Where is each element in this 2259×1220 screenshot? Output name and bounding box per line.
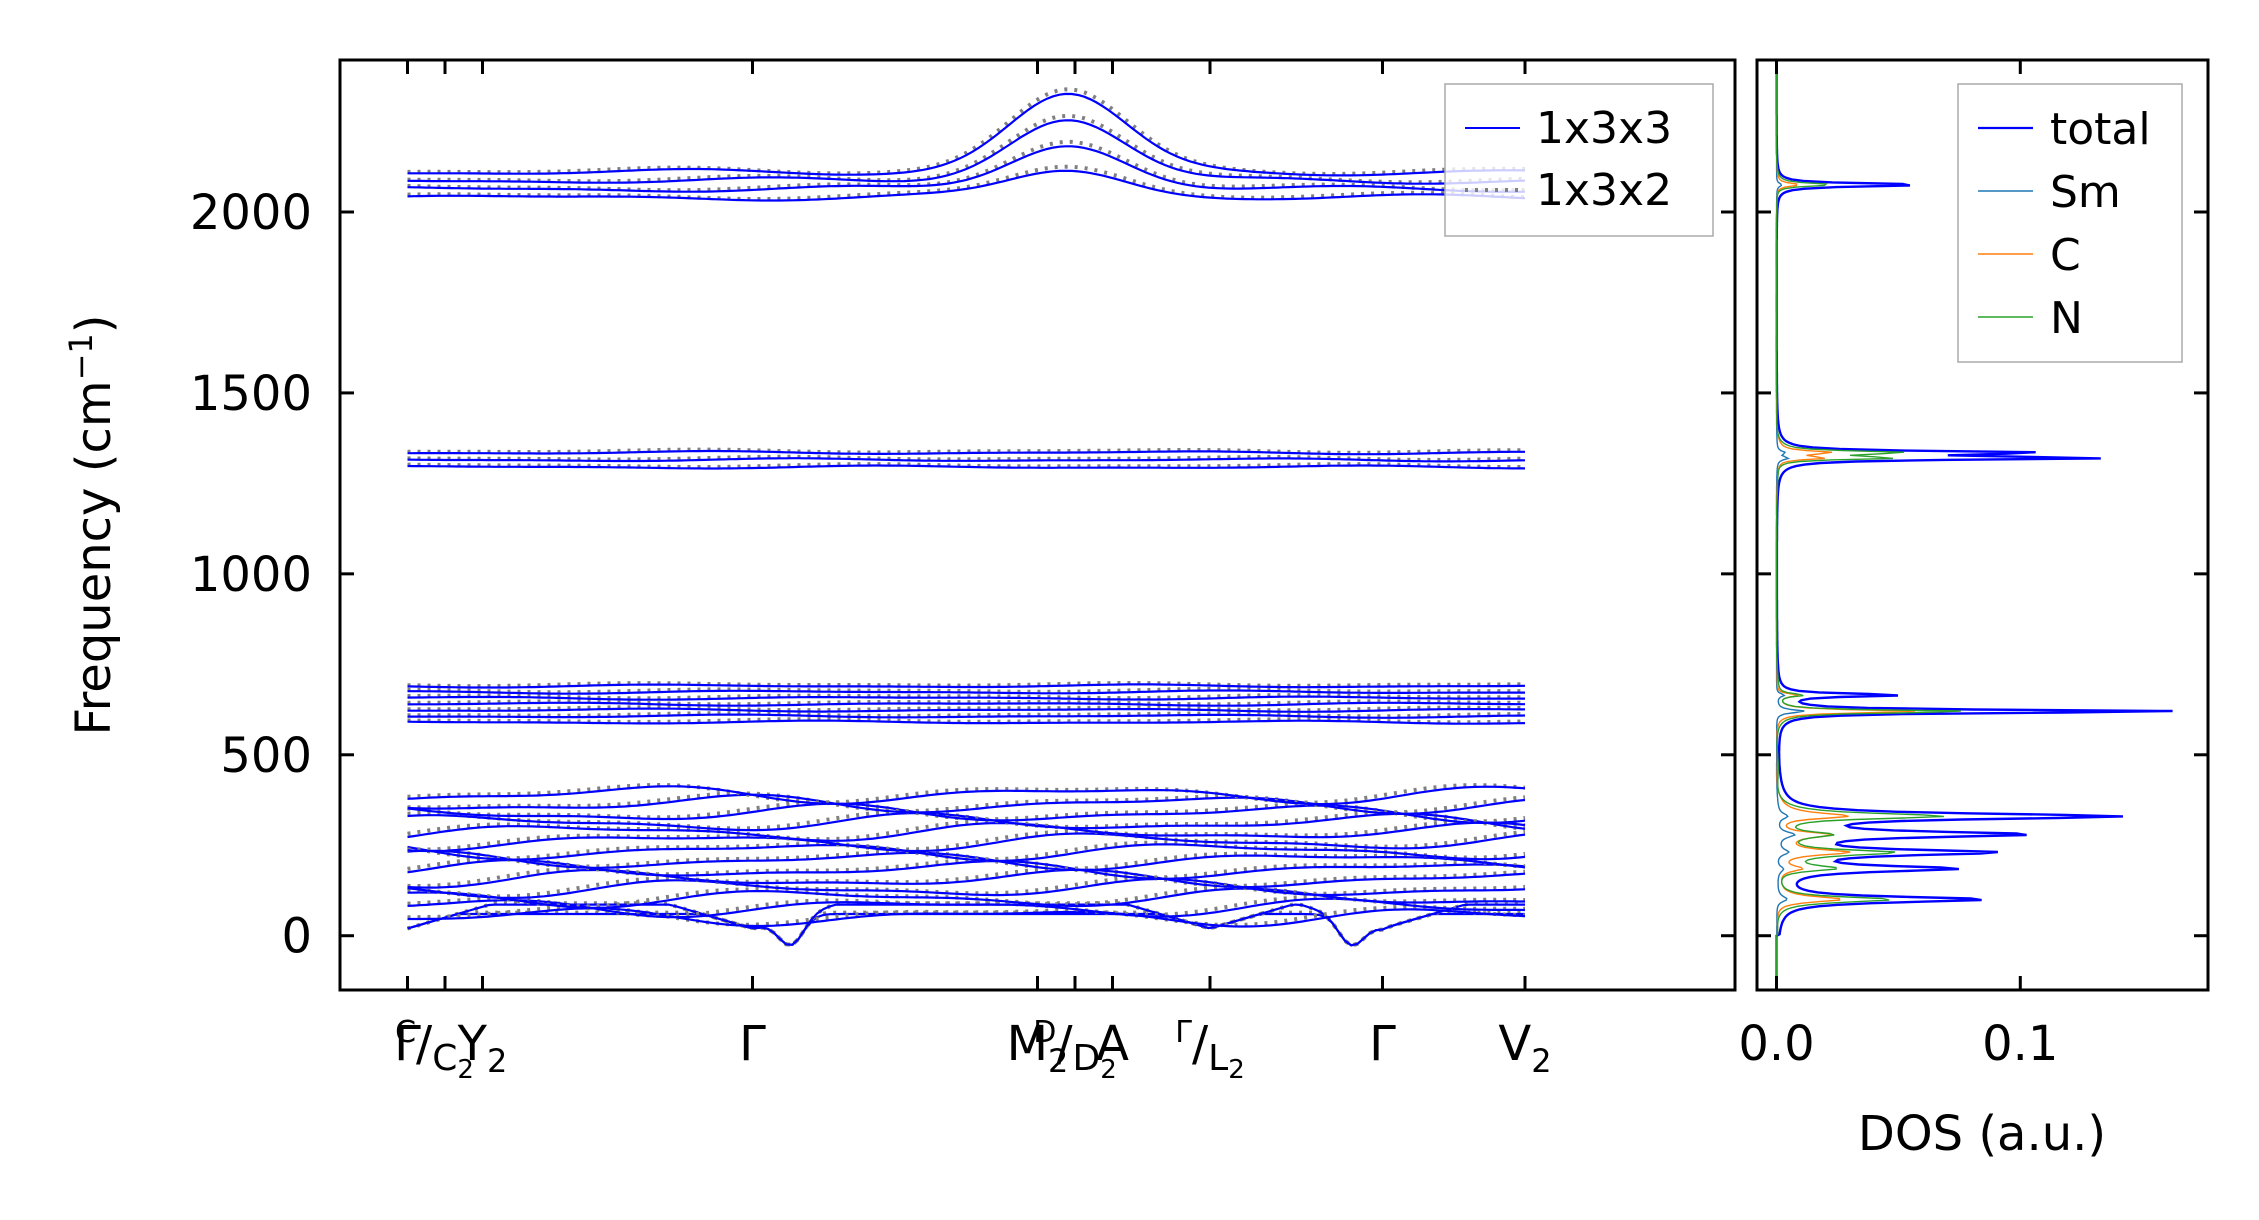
dos-line-N — [1775, 60, 1961, 990]
band-line-1x3x3 — [407, 119, 1526, 185]
band-line-1x3x2 — [407, 699, 1525, 707]
band-line-1x3x3 — [407, 713, 1526, 719]
dos-x-axis-title: DOS (a.u.) — [1858, 1106, 2106, 1162]
x-tick-label: Γ — [1369, 1016, 1396, 1072]
band-line-1x3x3 — [407, 868, 1526, 889]
dos-legend-box — [1957, 83, 2183, 363]
band-line-1x3x3 — [407, 785, 1526, 806]
band-line-1x3x3 — [407, 689, 1525, 695]
x-tick-label: A — [1096, 1016, 1129, 1072]
dos-panel: 0.0 0.1 DOS (a.u.) total Sm CN — [1738, 58, 2210, 1162]
band-line-1x3x3 — [407, 849, 1526, 872]
band-line-1x3x3 — [407, 464, 1525, 470]
band-line-1x3x2 — [407, 866, 1526, 888]
band-line-1x3x3 — [407, 832, 1526, 853]
band-y-axis: 0 500 1000 1500 2000 — [190, 185, 1735, 965]
band-line-1x3x3 — [407, 843, 1526, 862]
band-line-1x3x3 — [407, 145, 1526, 193]
dos-x-tick-label: 0.0 — [1738, 1016, 1814, 1072]
legend-label-1x3x3: 1x3x3 — [1536, 103, 1672, 154]
dos-plot-frame — [1755, 58, 2210, 992]
dos-axes: 0.0 0.1 — [1738, 60, 2208, 1072]
band-line-1x3x3 — [407, 821, 1526, 842]
band-legend: 1x3x3 1x3x2 — [1444, 83, 1714, 237]
dos-legend-label-N: N — [2050, 293, 2083, 344]
band-line-1x3x2 — [407, 705, 1526, 713]
x-tick-label: M2 — [1007, 1016, 1069, 1080]
band-line-1x3x3 — [407, 858, 1526, 880]
dos-lines — [1775, 60, 2173, 990]
band-line-1x3x2 — [407, 829, 1526, 852]
band-line-1x3x3 — [407, 719, 1526, 725]
y-tick-label: 2000 — [190, 185, 312, 241]
x-tick-label: Γ — [739, 1016, 766, 1072]
band-line-1x3x3 — [407, 169, 1526, 202]
band-line-1x3x2 — [407, 791, 1526, 815]
dos-legend-label-C: C — [2050, 230, 2081, 281]
band-line-1x3x3 — [407, 793, 1526, 815]
y-tick-label: 1500 — [190, 366, 312, 422]
band-line-1x3x3 — [407, 877, 1526, 899]
x-tick-label: Γ — [394, 1016, 421, 1072]
dos-line-C — [1775, 60, 1916, 990]
band-line-1x3x2 — [407, 819, 1526, 842]
band-legend-box — [1444, 83, 1714, 237]
band-line-1x3x2 — [407, 462, 1525, 469]
dos-x-tick-label: 0.1 — [1982, 1016, 2058, 1072]
dos-legend: total Sm CN — [1957, 83, 2183, 363]
band-line-1x3x2 — [407, 693, 1525, 701]
dos-line-Sm — [1775, 60, 1805, 990]
band-line-1x3x2 — [406, 910, 1525, 948]
band-line-1x3x2 — [407, 447, 1525, 455]
x-tick-label: C/C2 — [395, 1015, 474, 1085]
band-line-1x3x3 — [407, 912, 1525, 947]
band-line-1x3x3 — [407, 707, 1525, 713]
band-line-1x3x3 — [407, 683, 1526, 689]
legend-label-1x3x2: 1x3x2 — [1536, 165, 1672, 216]
x-tick-label: D/D2 — [1033, 1015, 1117, 1085]
band-line-1x3x2 — [407, 717, 1526, 725]
band-line-1x3x2 — [407, 895, 1526, 918]
y-tick-label: 0 — [281, 909, 312, 965]
band-line-1x3x3 — [407, 802, 1526, 824]
dos-legend-label-total: total — [2050, 104, 2151, 155]
band-lines — [406, 87, 1526, 948]
y-axis-title: Frequency (cm−1) — [62, 314, 122, 735]
band-line-1x3x2 — [407, 87, 1526, 176]
band-line-1x3x2 — [407, 875, 1526, 899]
dos-legend-label-Sm: Sm — [2050, 167, 2121, 218]
band-line-1x3x3 — [407, 457, 1526, 463]
x-tick-label: Γ/L2 — [1175, 1015, 1245, 1085]
y-tick-label: 1000 — [190, 547, 312, 603]
band-line-1x3x2 — [407, 687, 1525, 695]
band-line-1x3x3 — [407, 695, 1525, 701]
band-line-1x3x2 — [407, 783, 1526, 805]
band-line-1x3x3 — [407, 449, 1525, 456]
x-tick-label: Y2 — [457, 1016, 508, 1080]
band-line-1x3x2 — [407, 711, 1525, 719]
y-tick-label: 500 — [220, 728, 312, 784]
band-line-1x3x3 — [407, 701, 1525, 707]
x-tick-label: V2 — [1498, 1016, 1551, 1080]
band-line-1x3x2 — [407, 681, 1526, 689]
band-line-1x3x3 — [407, 92, 1526, 177]
band-line-1x3x2 — [407, 904, 1526, 927]
band-line-1x3x3 — [407, 887, 1525, 909]
